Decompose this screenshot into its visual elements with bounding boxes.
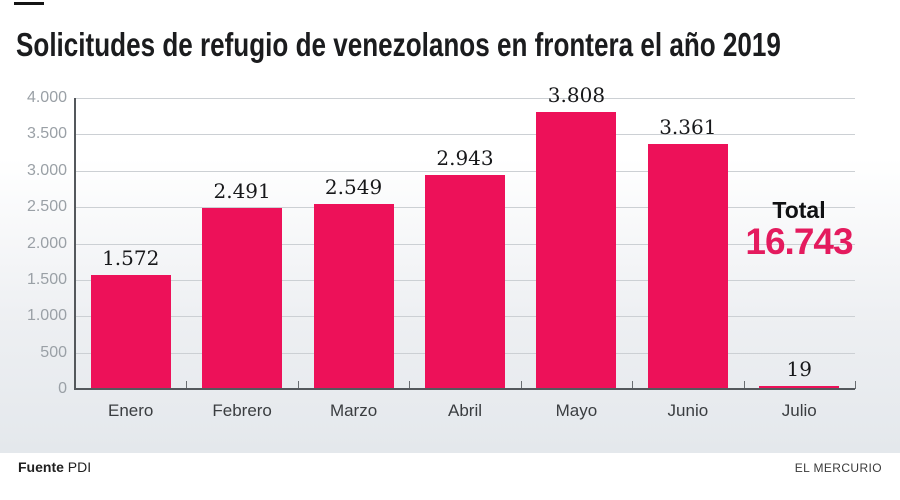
y-tick-label: 3.500 [26,125,67,143]
top-left-mark [14,2,44,5]
x-axis-label: Abril [447,401,482,420]
source-label: Fuente [18,459,64,475]
bar [536,112,617,389]
y-tick-label: 1.000 [26,307,67,325]
bar-value-label: 19 [786,357,812,381]
x-axis-tick [409,381,411,389]
chart-title: Solicitudes de refugio de venezolanos en… [16,26,781,63]
x-axis-tick [186,381,188,389]
bar [759,386,840,389]
x-axis-tick [520,381,522,389]
total-label: Total [772,197,826,223]
x-axis-label: Mayo [555,401,598,420]
bar-value-label: 2.943 [436,146,494,170]
y-tick-label: 3.000 [26,161,67,179]
y-tick-label: 2.000 [26,234,67,252]
y-tick-label: 2.500 [26,198,67,216]
bar [313,204,394,389]
bar-value-label: 3.361 [659,115,717,139]
bar [425,175,505,389]
publisher-credit: EL MERCURIO [794,461,882,475]
x-axis-tick [743,381,745,389]
grid-line [75,98,855,99]
x-axis-line [74,388,855,390]
total-value: 16.743 [745,221,853,262]
bar-value-label: 1.572 [102,246,160,270]
bar-value-label: 2.549 [324,175,383,199]
grid-line [75,134,855,136]
y-tick-label: 1.500 [26,270,67,288]
x-axis-label: Julio [781,401,817,420]
x-axis-label: Junio [667,401,709,420]
total-block: Total 16.743 [740,197,858,261]
source-note: Fuente PDI [18,459,91,475]
y-axis-line [74,98,76,390]
x-axis-label: Febrero [212,401,272,420]
grid-line [75,170,855,172]
bar-value-label: 2.491 [213,179,271,203]
x-axis-label: Marzo [329,401,378,420]
x-axis-tick [855,381,856,389]
bar [647,144,728,389]
y-tick-label: 4.000 [26,89,67,106]
x-axis-label: Enero [108,401,154,420]
x-axis-tick [297,381,299,389]
bar [202,208,283,389]
y-tick-label: 500 [40,343,67,361]
y-tick-label: 0 [58,380,67,397]
source-name: PDI [67,459,92,475]
x-axis-tick [632,381,634,389]
bar [90,275,171,389]
bar-value-label: 3.808 [547,83,606,107]
